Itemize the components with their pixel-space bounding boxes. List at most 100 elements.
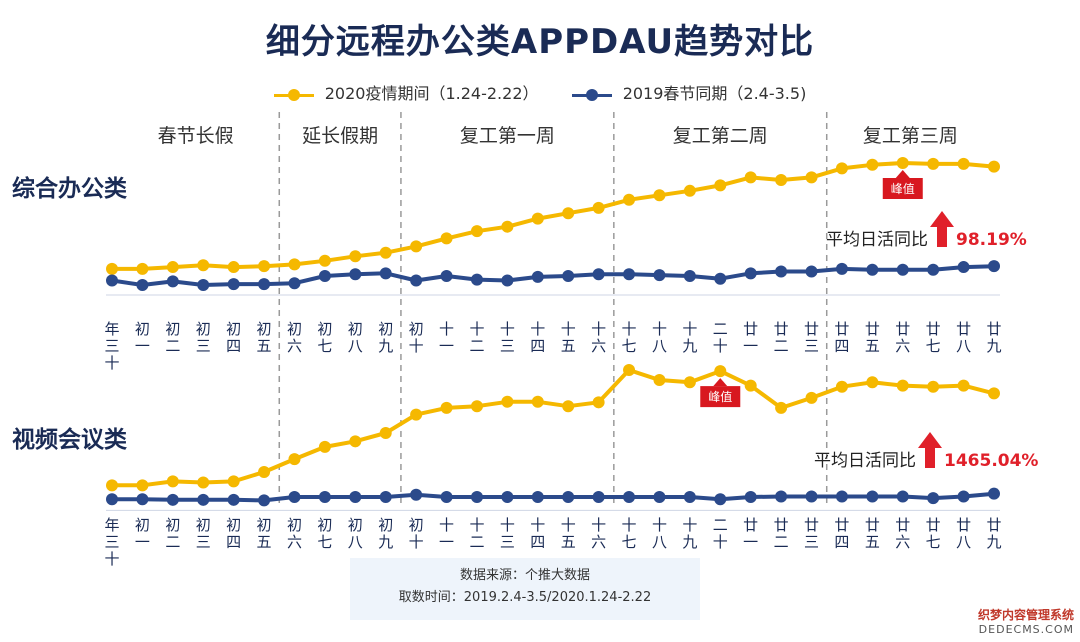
panel-1-tick-29: 廿九 <box>986 320 1001 355</box>
panel-1-peak-label: 峰值 <box>891 181 915 196</box>
panel-1-point-2019-28 <box>957 261 970 274</box>
panel-2-tick-27: 廿七 <box>926 516 941 551</box>
date-range-line: 取数时间：2019.2.4-3.5/2020.1.24-2.22 <box>398 590 652 605</box>
panel-1-peak-box <box>882 178 923 199</box>
phase-label-5: 复工第三周 <box>863 125 958 147</box>
panel-1-point-2020-17 <box>623 193 636 206</box>
panel-1-point-2020-16 <box>592 201 605 214</box>
panel-2-point-2020-1 <box>136 479 149 492</box>
panel-2-tick-24: 廿四 <box>834 516 849 551</box>
panel-1-point-2019-17 <box>623 268 636 281</box>
panel-2-peak-label: 峰值 <box>708 389 732 404</box>
panel-1-point-2019-25 <box>866 263 879 276</box>
panel-2-point-2020-21 <box>744 379 757 392</box>
panel-1-point-2019-7 <box>318 270 331 283</box>
panel-2-point-2020-8 <box>349 435 362 448</box>
panel-2-point-2020-7 <box>318 440 331 453</box>
panel-1-point-2019-22 <box>775 265 788 278</box>
panel-2-peak-box <box>700 386 741 408</box>
panel-1-point-2020-11 <box>440 232 453 245</box>
watermark-line-2: DEDECMS.COM <box>978 623 1074 636</box>
panel-1-tick-7: 初七 <box>317 320 332 355</box>
panel-2-tick-20: 二十 <box>713 516 728 551</box>
panel-2-tick-0: 年三十 <box>104 516 119 568</box>
panel-2-tick-6: 初六 <box>287 516 302 551</box>
panel-2-point-2019-27 <box>927 492 940 505</box>
panel-2-tick-22: 廿二 <box>774 516 789 551</box>
panel-1-point-2019-4 <box>227 278 240 291</box>
panel-1-tick-22: 廿二 <box>774 320 789 355</box>
panel-2-point-2020-23 <box>805 391 818 404</box>
panel-2-point-2020-12 <box>470 400 483 413</box>
legend-item-2019[interactable]: 2019春节同期（2.4-3.5) <box>571 80 806 104</box>
panel-1-point-2019-1 <box>136 279 149 291</box>
panel-2-point-2019-8 <box>349 491 362 504</box>
panel-2-tick-13: 十三 <box>500 516 515 551</box>
panel-2-point-2020-24 <box>835 380 848 393</box>
panel-1-tick-10: 初十 <box>409 320 424 355</box>
panel-2-point-2019-18 <box>653 491 666 504</box>
panel-2-tick-4: 初四 <box>226 516 241 551</box>
legend-item-2020[interactable]: 2020疫情期间（1.24-2.22） <box>273 80 539 104</box>
panel-2-tick-28: 廿八 <box>956 516 971 551</box>
panel-1-tick-2: 初二 <box>165 320 180 355</box>
panel-1-point-2020-23 <box>805 171 818 184</box>
panel-2-point-2019-5 <box>258 494 271 507</box>
panel-2-point-2020-17 <box>623 364 636 376</box>
panel-1-point-2019-14 <box>531 270 544 283</box>
panel-2-tick-7: 初七 <box>317 516 332 551</box>
panel-1-tick-14: 十四 <box>530 320 545 355</box>
panel-1-tick-19: 十九 <box>682 320 697 355</box>
panel-2-point-2019-2 <box>166 493 179 506</box>
panel-2-point-2019-23 <box>805 490 818 503</box>
panel-1-point-2020-12 <box>470 225 483 238</box>
panel-2-point-2019-19 <box>683 491 696 504</box>
phase-label-1: 春节长假 <box>158 125 234 147</box>
panel-2-tick-3: 初三 <box>196 516 211 551</box>
panel-1-point-2020-18 <box>653 189 666 202</box>
panel-1-point-2020-25 <box>866 158 879 171</box>
panel-2-tick-1: 初一 <box>135 516 150 551</box>
panel-2-tick-23: 廿三 <box>804 516 819 551</box>
panel-1-tick-24: 廿四 <box>834 320 849 355</box>
panel-1-point-2020-10 <box>410 240 423 253</box>
panel-2-point-2019-17 <box>623 491 636 504</box>
panel-2-point-2019-7 <box>318 491 331 504</box>
panel-1-tick-26: 廿六 <box>895 320 910 355</box>
panel-1-point-2019-2 <box>166 275 179 288</box>
panel-1-point-2020-28 <box>957 157 970 170</box>
panel-1-tick-4: 初四 <box>226 320 241 355</box>
panel-1-point-2020-24 <box>835 162 848 175</box>
panel-1-point-2020-8 <box>349 250 362 263</box>
panel-1-tick-23: 廿三 <box>804 320 819 355</box>
panel-2-point-2019-24 <box>835 490 848 503</box>
panel-1-point-2019-20 <box>714 272 727 285</box>
panel-2-point-2020-9 <box>379 426 392 439</box>
panel-1-point-2019-6 <box>288 277 301 290</box>
panel-1-point-2020-21 <box>744 171 757 184</box>
panel-1-point-2019-13 <box>501 274 514 287</box>
panel-2-point-2020-26 <box>896 379 909 392</box>
panel-2-point-2019-9 <box>379 491 392 504</box>
panel-2-tick-21: 廿一 <box>743 516 758 551</box>
panel-2-point-2019-16 <box>592 491 605 504</box>
panel-2-point-2019-25 <box>866 490 879 503</box>
panel-2-point-2020-3 <box>197 476 210 489</box>
panel-1-tick-21: 廿一 <box>743 320 758 355</box>
panel-1-point-2019-12 <box>470 273 483 286</box>
chart-title: 细分远程办公类APPDAU趋势对比 <box>265 22 815 62</box>
panel-2-tick-19: 十九 <box>682 516 697 551</box>
panel-1-point-2019-16 <box>592 268 605 281</box>
panel-1-point-2020-3 <box>197 259 210 272</box>
panel-1-tick-0: 年三十 <box>104 320 119 372</box>
phase-label-4: 复工第二周 <box>673 125 768 147</box>
panel-1-point-2020-13 <box>501 220 514 233</box>
panel-1-point-2019-0 <box>106 274 118 287</box>
panel-2-tick-29: 廿九 <box>986 516 1001 551</box>
panel-2-series-line-2019 <box>112 491 995 503</box>
panel-2-point-2019-28 <box>957 490 970 503</box>
panel-1-series-line-2020 <box>112 161 995 271</box>
panel-2-tick-9: 初九 <box>378 516 393 551</box>
phase-label-2: 延长假期 <box>302 125 378 147</box>
